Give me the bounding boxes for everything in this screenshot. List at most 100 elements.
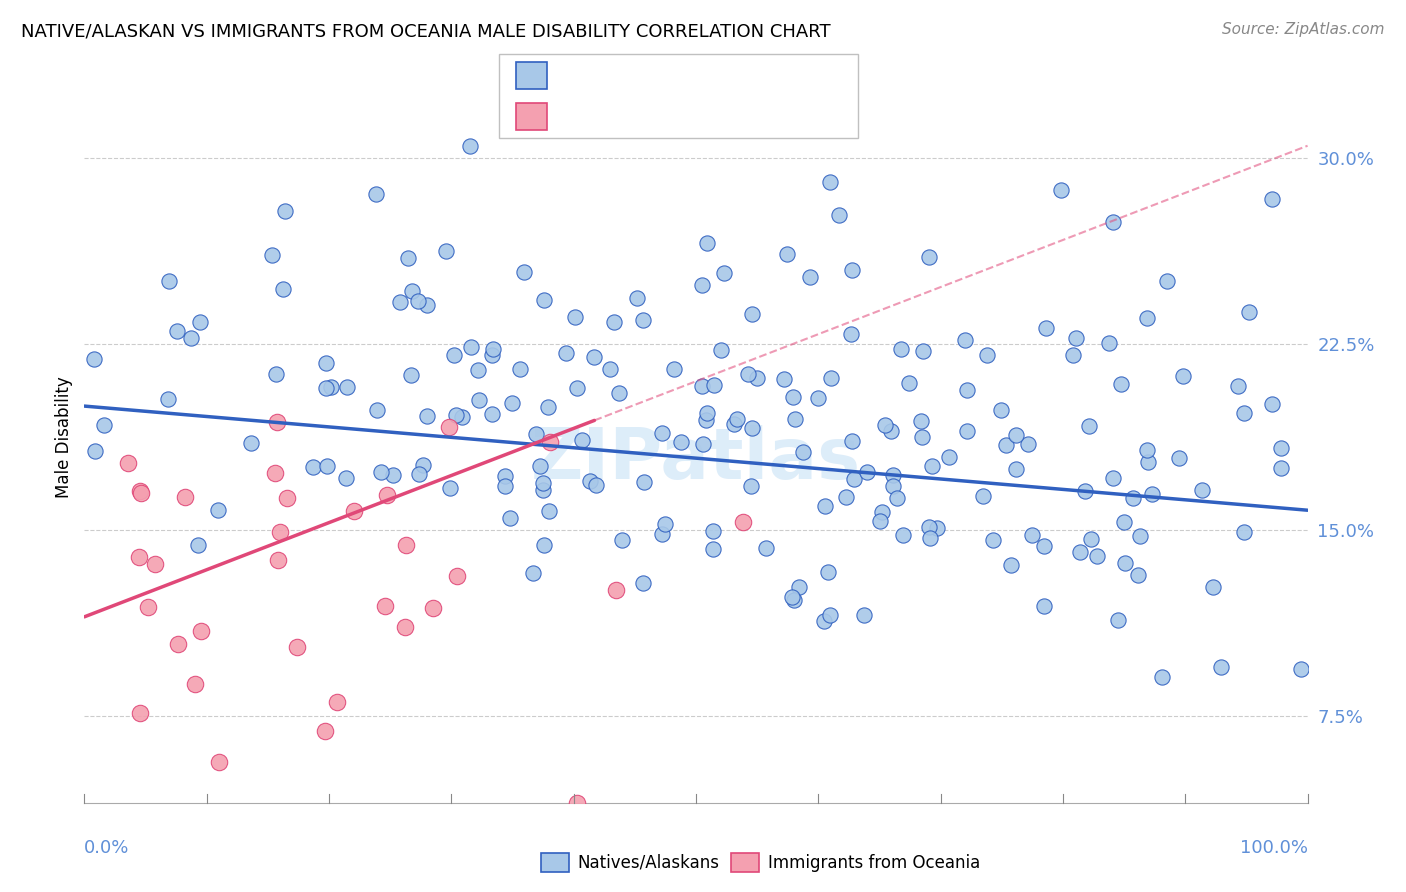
Point [995,438,1018,452]
Point [1261,192,1284,206]
Point [533,538,555,552]
Point [336,380,359,394]
Point [1122,491,1144,505]
Point [856,465,879,479]
Point [690,379,713,393]
Point [910,414,932,428]
Point [818,176,841,190]
Text: ZIPatlas: ZIPatlas [531,425,860,493]
Point [741,421,763,435]
Text: N =: N = [666,108,706,126]
Y-axis label: Male Disability: Male Disability [55,376,73,498]
Point [266,368,288,382]
Point [364,187,387,202]
Point [1136,310,1159,325]
Point [813,614,835,628]
Point [703,378,725,392]
Point [533,293,555,307]
Point [1066,331,1088,345]
Point [315,356,337,370]
Point [1077,419,1099,434]
Point [482,342,505,356]
Point [93,418,115,433]
Point [792,444,814,458]
Text: Natives/Alaskans: Natives/Alaskans [578,854,720,871]
Point [136,599,159,614]
Point [555,345,578,359]
Point [1109,376,1132,391]
Point [807,391,830,405]
Point [446,569,468,583]
Point [394,620,416,634]
Point [240,436,263,450]
Point [776,246,799,260]
Text: 0.221: 0.221 [598,108,655,126]
Point [1270,461,1292,475]
Text: 32: 32 [702,108,737,126]
Point [818,608,841,623]
Point [412,458,434,472]
Point [1004,427,1026,442]
Point [690,277,713,292]
Point [374,599,396,613]
Point [481,407,503,421]
Point [564,310,586,325]
Point [820,371,842,385]
Point [1227,379,1250,393]
Point [702,542,724,557]
Point [408,467,430,481]
Point [458,138,481,153]
Point [695,413,717,427]
Text: R =: R = [561,108,600,126]
Point [1000,558,1022,572]
Point [143,557,166,571]
Point [260,247,283,261]
Point [389,294,412,309]
Point [156,392,179,406]
Point [702,524,724,539]
Point [208,755,231,769]
Point [494,469,516,483]
Point [565,381,588,395]
Point [1156,275,1178,289]
Point [501,396,523,410]
Point [741,307,763,321]
Point [852,607,875,622]
Text: -0.216: -0.216 [598,68,655,86]
Point [529,458,551,473]
Point [1289,662,1312,676]
Point [1140,487,1163,501]
Point [990,403,1012,417]
Text: 100.0%: 100.0% [1240,839,1308,857]
Point [911,429,934,443]
Point [522,566,544,581]
Point [651,527,673,541]
Point [422,601,444,615]
Point [911,344,934,359]
Point [166,636,188,650]
Point [1102,471,1125,485]
Point [571,434,593,448]
Point [1233,524,1256,539]
Point [841,434,863,449]
Point [713,266,735,280]
Point [276,491,298,505]
Point [780,590,803,604]
Point [799,269,821,284]
Point [607,385,630,400]
Point [1136,442,1159,457]
Point [844,472,866,486]
Point [370,465,392,479]
Point [366,403,388,417]
Point [184,677,207,691]
Point [468,393,491,408]
Point [437,420,460,434]
Point [1033,539,1056,553]
Point [266,553,288,567]
Point [1085,549,1108,564]
Point [316,458,339,473]
Point [731,515,754,529]
Point [382,468,405,483]
Point [443,348,465,362]
Point [117,456,139,470]
